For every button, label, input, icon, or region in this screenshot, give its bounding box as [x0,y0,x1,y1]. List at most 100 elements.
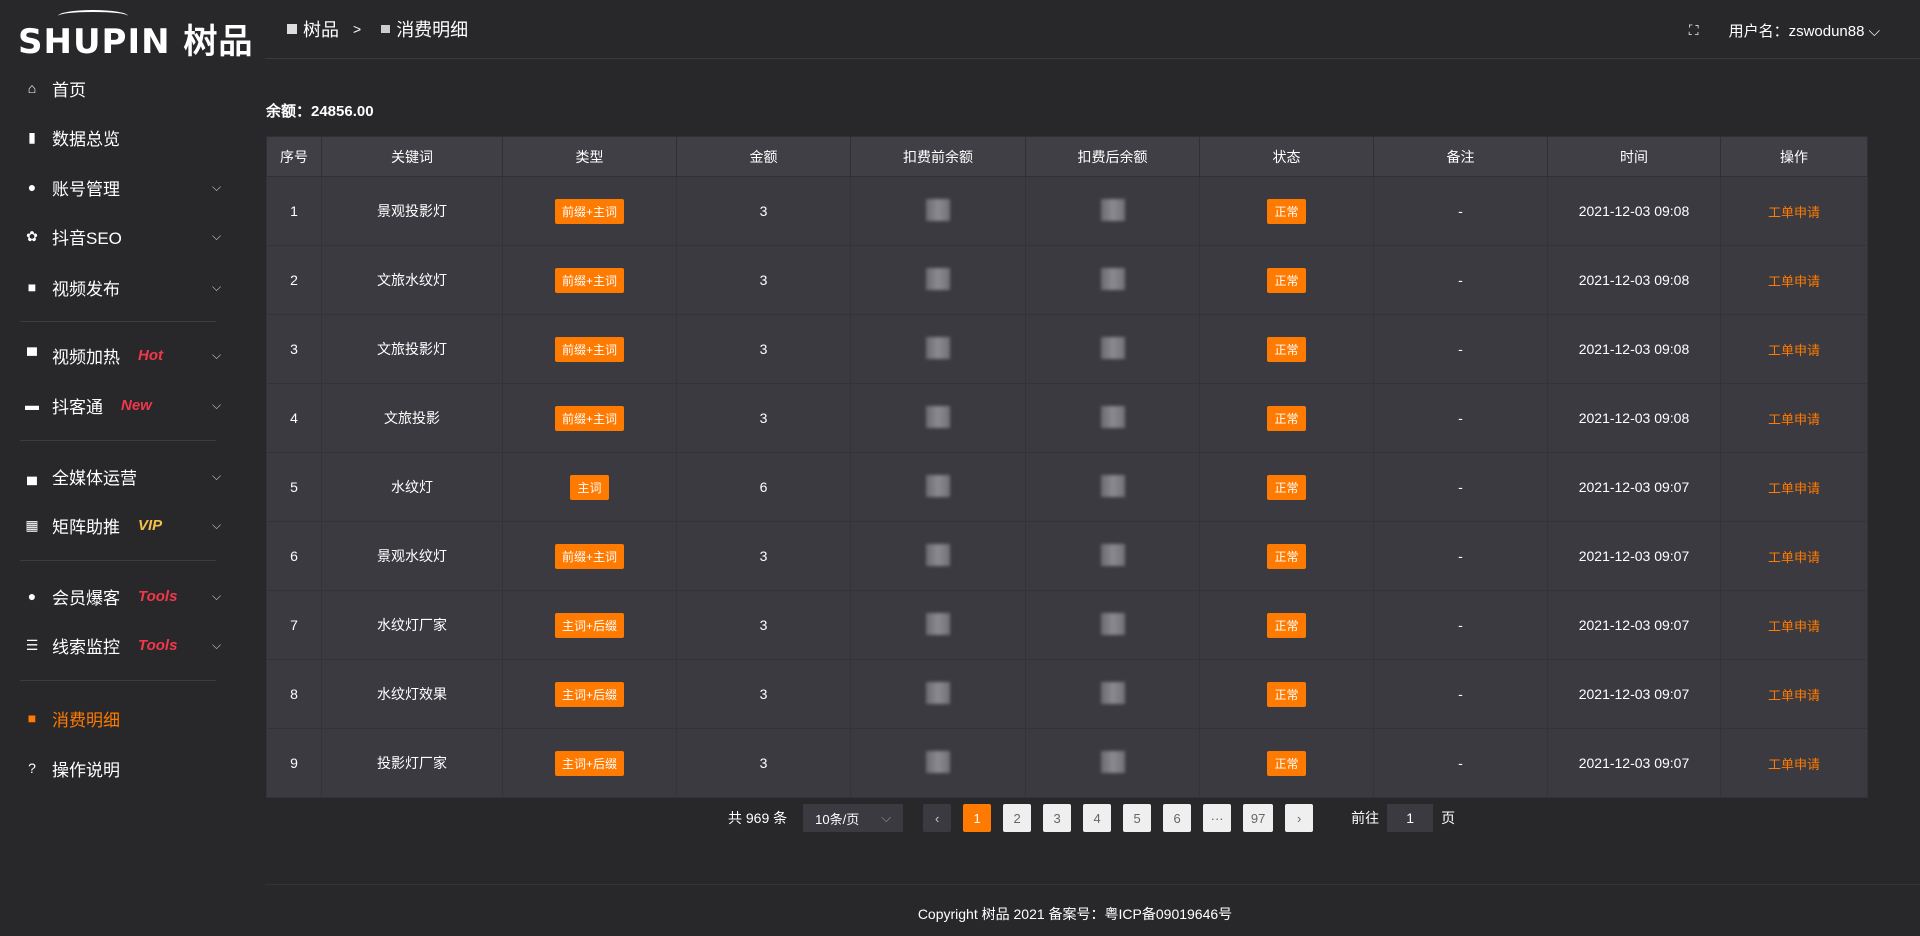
cell [850,245,1026,315]
cell: 2021-12-03 09:07 [1547,521,1721,591]
sidebar-item-10[interactable]: ☰ 线索监控 Tools ⌵ [0,625,265,665]
sidebar: SHUPIN 树品 ⌂ 首页 ▮ 数据总览 ● 账号管理 ⌵ ✿ 抖音SEO ⌵ ■ 视频发布 ⌵ ▀ 视频… [0,0,265,936]
sidebar-item-1[interactable]: ▮ 数据总览 [0,117,265,157]
ticket-apply-link[interactable]: 工单申请 [1767,480,1820,496]
cell [1025,590,1200,660]
sidebar-item-label: 首页 [52,80,86,100]
ticket-apply-link[interactable]: 工单申请 [1767,342,1820,358]
sidebar-item-8[interactable]: ▦ 矩阵助推 VIP ⌵ [0,505,265,545]
cell: 3 [676,314,851,384]
sidebar-item-12[interactable]: ? 操作说明 [0,748,265,788]
blurred-value [926,543,950,566]
sidebar-divider [20,321,216,322]
cell [850,728,1026,798]
breadcrumb-home[interactable]: 树品 [303,20,339,40]
cell: 正常 [1199,452,1374,522]
cell: 工单申请 [1720,176,1868,246]
sidebar-item-4[interactable]: ■ 视频发布 ⌵ [0,267,265,307]
sidebar-item-11[interactable]: ■ 消费明细 [0,698,265,738]
chevron-down-icon: ⌵ [212,397,222,412]
user-icon: ● [27,179,37,195]
ticket-apply-link[interactable]: 工单申请 [1767,204,1820,220]
sidebar-badge: VIP [138,516,163,534]
sidebar-item-0[interactable]: ⌂ 首页 [0,68,265,108]
sidebar-divider [20,560,216,561]
image-icon [287,24,297,34]
column-header: 金额 [676,136,851,177]
camera-icon: ■ [27,279,37,295]
status-badge: 正常 [1267,336,1306,362]
ticket-apply-link[interactable]: 工单申请 [1767,618,1820,634]
table-row: 7 水纹灯厂家 主词+后缀 3 正常 -2021-12-03 09:07 工单申请 [266,590,1868,660]
page-button[interactable]: 4 [1083,804,1112,832]
blurred-value [926,267,950,290]
sidebar-badge: Hot [138,346,163,364]
page-button[interactable]: 97 [1243,804,1274,832]
bar-chart-icon: ▮ [28,128,36,145]
page-size-value: 10条/页 [815,811,860,827]
ticket-apply-link[interactable]: 工单申请 [1767,411,1820,427]
sidebar-item-6[interactable]: ▬ 抖客通 New ⌵ [0,385,265,425]
ticket-apply-link[interactable]: 工单申请 [1767,756,1820,772]
page-button[interactable]: 3 [1043,804,1072,832]
sidebar-item-label: 账号管理 [52,179,120,199]
type-tag: 主词+后缀 [554,750,624,776]
page-button[interactable]: 5 [1123,804,1152,832]
prev-page-button[interactable]: ‹ [923,804,952,832]
ticket-apply-link[interactable]: 工单申请 [1767,687,1820,703]
page-button[interactable]: 2 [1003,804,1032,832]
sidebar-item-label: 矩阵助推 [52,517,120,537]
cell: 3 [676,383,851,453]
type-tag: 主词+后缀 [554,681,624,707]
column-header: 扣费后余额 [1025,136,1200,177]
sidebar-item-label: 视频加热 [52,347,120,367]
cell: - [1373,314,1548,384]
table-row: 6 景观水纹灯 前缀+主词 3 正常 -2021-12-03 09:07 工单申请 [266,521,1868,591]
cell: 正常 [1199,590,1374,660]
cell [1025,383,1200,453]
sidebar-badge: Tools [138,636,178,654]
page-size-select[interactable]: 10条/页 ⌵ [803,804,904,832]
cell: 主词+后缀 [502,590,677,660]
ticket-apply-link[interactable]: 工单申请 [1767,273,1820,289]
cell: 工单申请 [1720,728,1868,798]
cell: 3 [676,590,851,660]
user-icon: ● [27,588,37,604]
cell: 水纹灯效果 [321,659,503,729]
type-tag: 前缀+主词 [554,405,624,431]
cell: 9 [266,728,322,798]
sidebar-item-7[interactable]: ▄ 全媒体运营 ⌵ [0,456,265,496]
page-button[interactable]: 1 [963,804,992,832]
sidebar-divider [20,680,216,681]
sidebar-item-3[interactable]: ✿ 抖音SEO ⌵ [0,216,265,256]
cell: 正常 [1199,659,1374,729]
page-button[interactable]: 6 [1163,804,1192,832]
chat-icon: ▬ [25,397,39,413]
gear-icon: ✿ [26,227,38,244]
cell: 投影灯厂家 [321,728,503,798]
goto-page-input[interactable]: 1 [1387,804,1434,832]
page-button[interactable]: ··· [1203,804,1232,832]
blurred-value [1100,198,1125,221]
help-icon: ? [28,760,36,776]
chevron-down-icon: ⌵ [212,517,222,532]
cell: 工单申请 [1720,314,1868,384]
cell [1025,659,1200,729]
chevron-down-icon: ⌵ [212,179,222,194]
blurred-value [1100,612,1125,635]
next-page-button[interactable]: › [1285,804,1314,832]
cell: - [1373,659,1548,729]
blurred-value [926,198,950,221]
logo[interactable]: SHUPIN 树品 [18,10,253,62]
ticket-apply-link[interactable]: 工单申请 [1767,549,1820,565]
sidebar-item-5[interactable]: ▀ 视频加热 Hot ⌵ [0,335,265,375]
cell: 2021-12-03 09:08 [1547,176,1721,246]
chevron-down-icon: ⌵ [212,228,222,243]
cell: 2 [266,245,322,315]
user-menu[interactable]: 用户名：zswodun88 ⌵ [1729,20,1880,41]
sidebar-item-9[interactable]: ● 会员爆客 Tools ⌵ [0,576,265,616]
cell: 前缀+主词 [502,176,677,246]
sidebar-item-2[interactable]: ● 账号管理 ⌵ [0,167,265,207]
cell: 文旅投影灯 [321,314,503,384]
fullscreen-icon[interactable]: ⛶ [1688,22,1699,38]
